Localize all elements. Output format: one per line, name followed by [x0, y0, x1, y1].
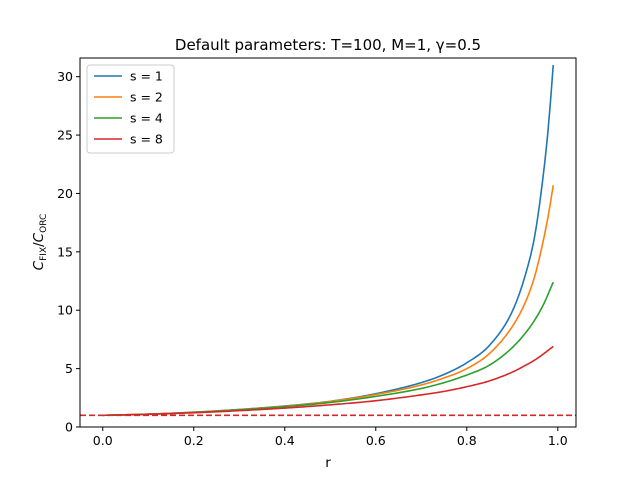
- plot-area: [80, 64, 576, 417]
- y-tick-label: 0: [65, 420, 73, 435]
- y-axis: 0 5 10 15 20 25 30: [57, 69, 80, 435]
- x-tick-label: 0.8: [457, 433, 477, 448]
- x-tick-label: 1.0: [548, 433, 568, 448]
- legend: s = 1 s = 2 s = 4 s = 8: [86, 64, 175, 154]
- legend-box: [86, 64, 175, 154]
- y-tick-label: 25: [57, 128, 73, 143]
- y-axis-label-slash: /: [31, 242, 47, 247]
- axes-frame: [79, 57, 577, 428]
- x-axis: 0.0 0.2 0.4 0.6 0.8 1.0: [93, 427, 568, 448]
- legend-label-1: s = 1: [130, 69, 163, 84]
- chart-title: Default parameters: T=100, M=1, γ=0.5: [175, 36, 481, 54]
- x-tick-label: 0.0: [93, 433, 113, 448]
- legend-label-2: s = 2: [130, 90, 163, 105]
- y-axis-label: CFIX/CORC: [31, 214, 49, 271]
- y-axis-label-c1: C: [31, 260, 47, 270]
- y-tick-label: 15: [57, 244, 73, 259]
- y-axis-label-sub1: FIX: [39, 247, 49, 261]
- y-tick-label: 30: [57, 69, 73, 84]
- x-tick-label: 0.4: [275, 433, 295, 448]
- series-line-4: [102, 345, 554, 417]
- legend-label-3: s = 4: [130, 111, 163, 126]
- y-axis-label-c2: C: [31, 232, 47, 242]
- x-axis-label: r: [325, 455, 331, 471]
- x-tick-label: 0.2: [184, 433, 204, 448]
- y-axis-label-sub2: ORC: [39, 214, 49, 233]
- legend-label-4: s = 8: [130, 132, 163, 147]
- x-tick-label: 0.6: [366, 433, 386, 448]
- y-tick-label: 10: [57, 303, 73, 318]
- y-tick-label: 20: [57, 186, 73, 201]
- y-tick-label: 5: [65, 361, 73, 376]
